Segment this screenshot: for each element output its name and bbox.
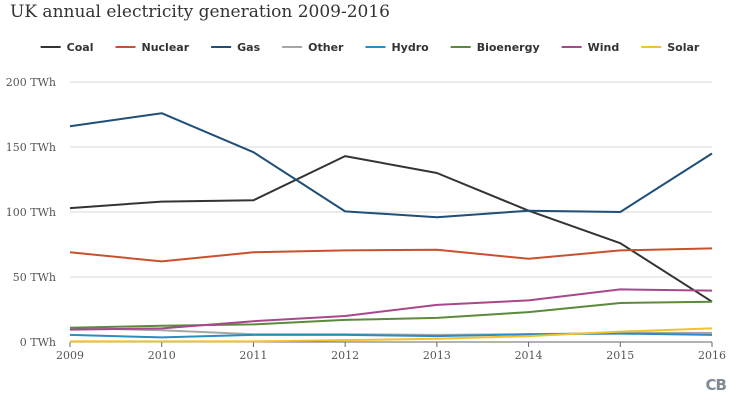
series-line-gas bbox=[69, 112, 713, 219]
x-tick-label: 2010 bbox=[148, 349, 176, 362]
series-line-wind bbox=[69, 288, 713, 331]
legend-label: Coal bbox=[67, 41, 94, 54]
legend-label: Solar bbox=[667, 41, 700, 54]
carbon-brief-logo: CB bbox=[705, 376, 727, 394]
series-line-nuclear bbox=[69, 247, 713, 263]
x-tick-label: 2014 bbox=[515, 349, 543, 362]
series-line-solar bbox=[70, 327, 713, 343]
series-line-hydro bbox=[69, 332, 713, 339]
series-line-bioenergy bbox=[69, 300, 713, 329]
x-tick-label: 2013 bbox=[423, 349, 451, 362]
x-tick-label: 2012 bbox=[331, 349, 359, 362]
x-tick-label: 2015 bbox=[606, 349, 634, 362]
x-tick-label: 2011 bbox=[239, 349, 267, 362]
x-tick-label: 2016 bbox=[698, 349, 726, 362]
y-tick-label: 100 TWh bbox=[6, 206, 56, 219]
series-line-coal bbox=[69, 155, 713, 303]
legend-label: Nuclear bbox=[141, 41, 189, 54]
y-tick-label: 150 TWh bbox=[6, 141, 56, 154]
legend-label: Gas bbox=[237, 41, 260, 54]
y-tick-label: 0 TWh bbox=[20, 336, 56, 349]
chart-title: UK annual electricity generation 2009-20… bbox=[10, 2, 391, 22]
legend-label: Bioenergy bbox=[477, 41, 540, 54]
y-tick-label: 200 TWh bbox=[6, 76, 56, 89]
legend-label: Other bbox=[308, 41, 344, 54]
x-tick-label: 2009 bbox=[56, 349, 84, 362]
legend-label: Hydro bbox=[391, 41, 429, 54]
y-tick-label: 50 TWh bbox=[13, 271, 56, 284]
legend-label: Wind bbox=[588, 41, 620, 54]
